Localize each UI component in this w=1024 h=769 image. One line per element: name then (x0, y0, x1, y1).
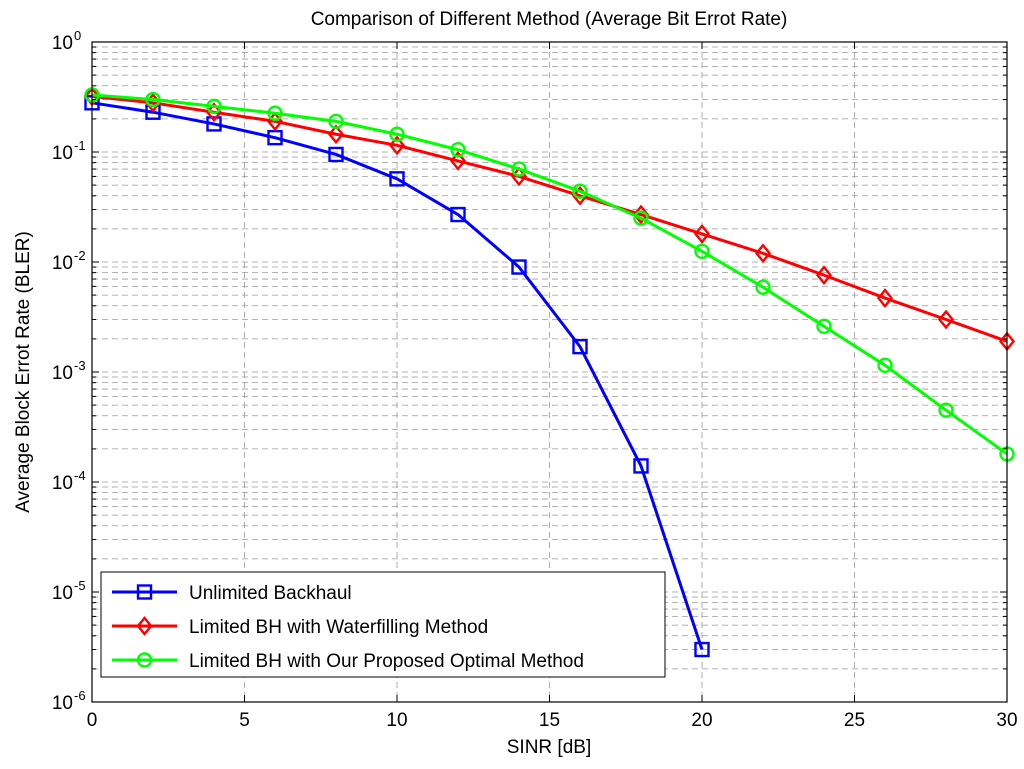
y-tick-base: 10 (52, 363, 73, 384)
y-tick-label: 10 -3 (52, 358, 86, 384)
data-point-circle (206, 98, 222, 115)
data-point-circle (694, 243, 710, 260)
y-tick-base: 10 (52, 33, 73, 54)
data-point-square (694, 641, 710, 658)
data-point-circle (877, 357, 893, 374)
y-tick-exponent: -2 (74, 248, 86, 263)
legend-box (100, 571, 666, 678)
data-point-circle (328, 113, 344, 130)
y-tick-exponent: -4 (74, 468, 86, 483)
data-point-square (328, 146, 344, 163)
data-point-diamond (136, 616, 153, 636)
data-point-square (633, 458, 649, 474)
data-point-circle (816, 318, 832, 335)
legend: Unlimited Backhaul Limited BH with Waterf… (100, 571, 666, 678)
x-tick-label: 5 (239, 710, 250, 731)
data-point-circle (633, 210, 649, 226)
x-tick-label: 30 (996, 710, 1017, 731)
series-line (91, 101, 704, 650)
y-tick-label: 10 -5 (52, 578, 86, 604)
data-point-circle (572, 183, 588, 199)
y-tick-label: 10 -1 (52, 138, 86, 164)
legend-entry: Unlimited Backhaul (112, 583, 352, 604)
data-point-circle (267, 105, 283, 121)
legend-entry: Limited BH with Our Proposed Optimal Met… (112, 651, 584, 672)
series-line (91, 93, 1008, 456)
y-tick-base: 10 (52, 583, 73, 604)
y-tick-label: 10 -4 (52, 468, 86, 494)
y-tick-base: 10 (52, 253, 73, 274)
data-point-circle (389, 126, 405, 142)
y-tick-exponent: -5 (74, 578, 86, 593)
data-point-diamond (327, 124, 345, 145)
data-point-circle (938, 402, 954, 418)
data-point-diamond (388, 135, 406, 156)
x-tick-label: 0 (87, 710, 98, 731)
legend-entries: Unlimited Backhaul Limited BH with Waterf… (112, 583, 584, 672)
data-point-diamond (937, 309, 955, 330)
y-tick-exponent: -3 (74, 358, 86, 373)
data-point-square (136, 584, 153, 600)
data-point-circle (755, 279, 771, 295)
ticks (91, 41, 1008, 703)
series-layer (83, 86, 1016, 658)
series-line (91, 94, 1008, 343)
y-axis-label: Average Block Errot Rate (BLER) (13, 231, 34, 513)
x-tick-label: 20 (691, 710, 712, 731)
data-point-square (389, 171, 405, 187)
chart-title: Comparison of Different Method (Average … (311, 9, 788, 30)
data-point-square (206, 116, 222, 132)
data-point-square (572, 338, 588, 355)
data-point-square (511, 259, 527, 275)
y-tick-base: 10 (52, 693, 73, 714)
data-point-circle (511, 161, 527, 177)
y-tick-exponent: 0 (74, 28, 81, 43)
y-tick-base: 10 (52, 473, 73, 494)
data-point-diamond (449, 150, 467, 171)
y-tick-label: 10 0 (52, 28, 81, 54)
y-tick-base: 10 (52, 143, 73, 164)
data-point-diamond (876, 288, 894, 308)
y-tick-exponent: -1 (74, 138, 86, 153)
y-tick-exponent: -6 (74, 688, 86, 703)
x-tick-label: 25 (844, 710, 865, 731)
data-point-square (450, 206, 466, 223)
legend-label: Unlimited Backhaul (189, 583, 352, 604)
series-3 (84, 87, 1015, 462)
data-point-diamond (693, 224, 711, 244)
x-axis-label: SINR [dB] (507, 737, 591, 758)
x-tick-label: 10 (386, 710, 407, 731)
data-point-circle (145, 91, 161, 108)
y-tick-label: 10 -2 (52, 248, 86, 274)
y-tick-label: 10 -6 (52, 688, 86, 714)
data-point-diamond (815, 265, 833, 286)
legend-label: Limited BH with Waterfilling Method (189, 617, 488, 638)
legend-entry: Limited BH with Waterfilling Method (112, 616, 488, 638)
data-point-circle (136, 652, 153, 668)
x-tick-label: 15 (539, 710, 560, 731)
data-point-diamond (754, 243, 772, 264)
data-point-circle (450, 141, 466, 158)
legend-label: Limited BH with Our Proposed Optimal Met… (189, 651, 584, 672)
